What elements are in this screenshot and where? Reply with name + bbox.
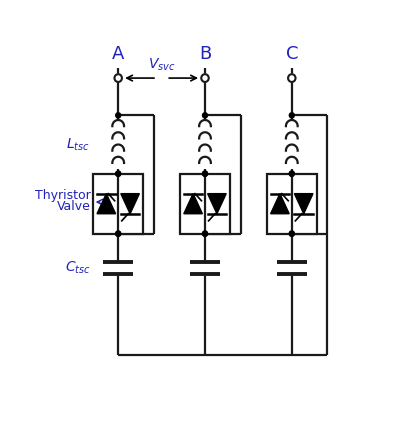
Polygon shape xyxy=(208,194,226,214)
Circle shape xyxy=(202,171,208,176)
Text: $V_{svc}$: $V_{svc}$ xyxy=(148,57,175,73)
Text: Thyristor: Thyristor xyxy=(34,189,90,202)
Polygon shape xyxy=(294,194,313,214)
Circle shape xyxy=(202,231,208,236)
Circle shape xyxy=(289,171,294,176)
Bar xyxy=(180,174,230,234)
Circle shape xyxy=(116,171,121,176)
Circle shape xyxy=(202,231,208,236)
Circle shape xyxy=(116,231,121,236)
Text: C: C xyxy=(286,45,298,62)
Text: B: B xyxy=(199,45,211,62)
Polygon shape xyxy=(270,194,289,214)
Text: Valve: Valve xyxy=(56,200,90,213)
Polygon shape xyxy=(184,194,202,214)
Circle shape xyxy=(116,113,121,118)
Circle shape xyxy=(289,231,294,236)
Circle shape xyxy=(289,171,294,176)
Circle shape xyxy=(116,231,121,236)
Circle shape xyxy=(114,74,122,82)
Polygon shape xyxy=(97,194,116,214)
Circle shape xyxy=(202,171,208,176)
Circle shape xyxy=(116,171,121,176)
Text: $L_{tsc}$: $L_{tsc}$ xyxy=(66,136,90,153)
Circle shape xyxy=(288,74,296,82)
Circle shape xyxy=(202,113,208,118)
Circle shape xyxy=(289,113,294,118)
Circle shape xyxy=(289,231,294,236)
Bar xyxy=(267,174,317,234)
Circle shape xyxy=(201,74,209,82)
Text: A: A xyxy=(112,45,124,62)
Polygon shape xyxy=(121,194,140,214)
Bar xyxy=(94,174,143,234)
Text: $C_{tsc}$: $C_{tsc}$ xyxy=(64,259,90,276)
